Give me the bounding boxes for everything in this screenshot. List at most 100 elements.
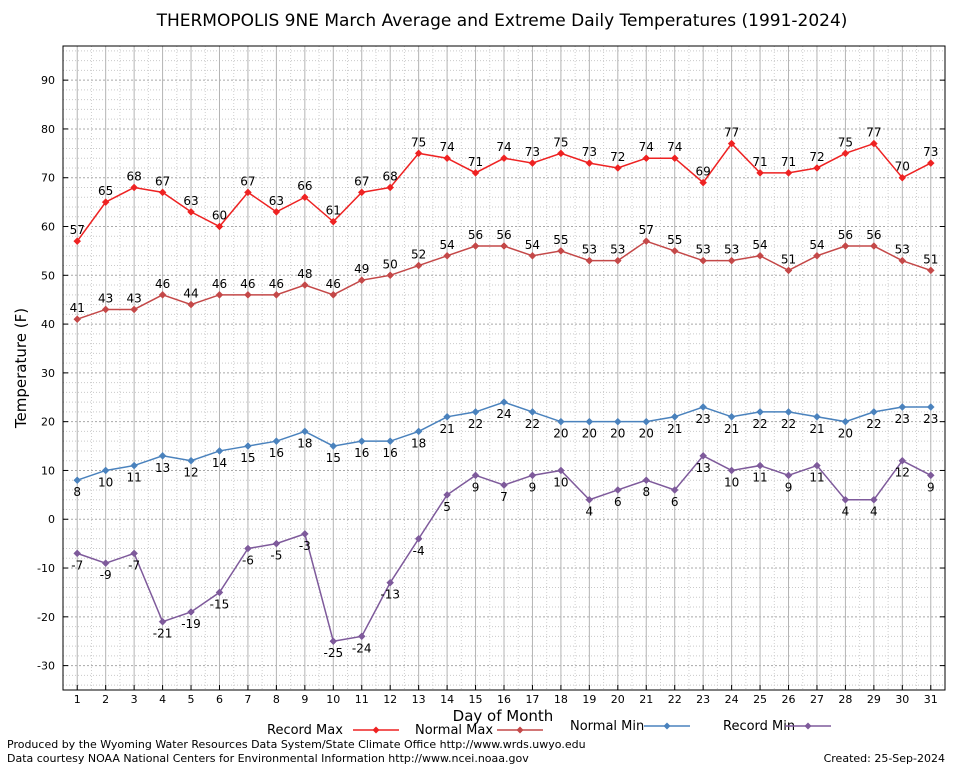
data-point bbox=[784, 168, 793, 177]
data-point bbox=[841, 242, 850, 250]
x-tick-label: 2 bbox=[102, 693, 109, 706]
data-point bbox=[386, 578, 395, 587]
x-tick-label: 6 bbox=[216, 693, 223, 706]
x-tick-label: 30 bbox=[895, 693, 909, 706]
x-tick-label: 1 bbox=[74, 693, 81, 706]
legend-marker bbox=[804, 722, 812, 730]
series-normal-max: 41 43 43 46 44 46 46 46 48 46 49 50 52 54 56 56 54 55 53 53… bbox=[70, 223, 938, 324]
data-point bbox=[300, 193, 309, 202]
data-label: 15 bbox=[326, 451, 341, 465]
data-point bbox=[670, 486, 679, 494]
data-point bbox=[158, 188, 167, 197]
data-point bbox=[272, 539, 281, 548]
data-label: 53 bbox=[582, 243, 597, 257]
data-point bbox=[670, 247, 679, 255]
data-point bbox=[357, 437, 366, 446]
data-label: 7 bbox=[500, 490, 508, 504]
y-tick-label: 10 bbox=[41, 464, 55, 477]
data-label: 74 bbox=[667, 140, 682, 154]
data-label: 63 bbox=[183, 194, 198, 208]
data-point bbox=[557, 466, 565, 475]
data-point bbox=[300, 530, 309, 538]
data-label: 57 bbox=[639, 223, 654, 237]
data-label: 61 bbox=[326, 204, 341, 218]
data-point bbox=[130, 183, 138, 192]
legend-label: Normal Min bbox=[570, 719, 644, 734]
y-tick-label: 30 bbox=[41, 367, 55, 380]
data-point bbox=[414, 149, 423, 158]
x-tick-label: 22 bbox=[668, 693, 682, 706]
data-label: -15 bbox=[210, 597, 230, 611]
x-tick-label: 20 bbox=[611, 693, 625, 706]
data-label: 14 bbox=[212, 456, 227, 470]
data-label: 46 bbox=[240, 277, 255, 291]
data-label: 71 bbox=[781, 155, 796, 169]
data-point bbox=[73, 476, 82, 485]
data-point bbox=[727, 412, 736, 421]
data-point bbox=[585, 159, 594, 167]
data-label: 46 bbox=[212, 277, 227, 291]
data-label: 50 bbox=[383, 257, 398, 271]
data-label: 46 bbox=[155, 277, 170, 291]
data-point bbox=[898, 256, 907, 265]
data-point bbox=[300, 281, 309, 289]
series-record-min: -7 -9 -7 -21 -19 -15 -6 -5 -3 -25 -24 -13 -4 5 9 7 9 10 4 6… bbox=[71, 451, 935, 660]
data-point bbox=[101, 466, 110, 475]
data-point bbox=[870, 242, 878, 250]
data-label: 20 bbox=[553, 427, 568, 441]
data-point bbox=[585, 495, 594, 504]
data-point bbox=[727, 139, 736, 148]
data-label: 75 bbox=[553, 135, 568, 149]
data-point bbox=[699, 256, 708, 265]
data-point bbox=[784, 408, 793, 416]
data-label: 73 bbox=[923, 145, 938, 159]
data-label: 9 bbox=[927, 480, 935, 494]
data-label: 71 bbox=[468, 155, 483, 169]
data-point bbox=[642, 237, 651, 246]
data-label: -21 bbox=[153, 627, 173, 641]
y-tick-label: 80 bbox=[41, 123, 55, 136]
data-point bbox=[756, 168, 764, 177]
data-point bbox=[528, 408, 537, 416]
data-label: 55 bbox=[667, 233, 682, 247]
data-label: 11 bbox=[809, 471, 824, 485]
data-point bbox=[557, 149, 565, 158]
x-tick-label: 4 bbox=[159, 693, 166, 706]
data-label: 22 bbox=[525, 417, 540, 431]
data-point bbox=[642, 154, 651, 163]
data-point bbox=[215, 588, 224, 597]
legend-marker bbox=[372, 726, 380, 734]
data-point bbox=[158, 617, 167, 626]
x-axis-label: Day of Month bbox=[453, 707, 554, 725]
x-tick-label: 23 bbox=[696, 693, 710, 706]
data-label: 46 bbox=[269, 277, 284, 291]
data-label: 60 bbox=[212, 209, 227, 223]
data-label: 21 bbox=[809, 422, 824, 436]
y-tick-label: 50 bbox=[41, 269, 55, 282]
data-point bbox=[870, 495, 878, 504]
x-tick-label: 16 bbox=[497, 693, 511, 706]
data-point bbox=[528, 159, 537, 167]
data-point bbox=[414, 427, 423, 436]
x-tick-label: 15 bbox=[469, 693, 483, 706]
data-point bbox=[443, 490, 451, 499]
data-label: 68 bbox=[126, 169, 141, 183]
data-point bbox=[699, 178, 708, 187]
data-point bbox=[613, 486, 622, 494]
data-label: 75 bbox=[411, 135, 426, 149]
data-label: 8 bbox=[73, 485, 81, 499]
data-point bbox=[443, 251, 451, 260]
data-point bbox=[244, 290, 252, 299]
x-tick-label: 19 bbox=[582, 693, 596, 706]
legend-item-normal-max: Normal Max bbox=[415, 723, 543, 738]
data-label: 74 bbox=[439, 140, 454, 154]
series-record-max: 57 65 68 67 63 60 67 63 66 61 67 68 75 74 71 74 73 75 73 72… bbox=[70, 126, 938, 246]
data-label: 10 bbox=[553, 475, 568, 489]
data-point bbox=[101, 305, 110, 314]
data-label: 67 bbox=[155, 174, 170, 188]
data-point bbox=[727, 466, 736, 475]
data-point bbox=[500, 481, 508, 489]
x-tick-label: 24 bbox=[725, 693, 739, 706]
data-label: 67 bbox=[354, 174, 369, 188]
data-point bbox=[329, 637, 338, 646]
